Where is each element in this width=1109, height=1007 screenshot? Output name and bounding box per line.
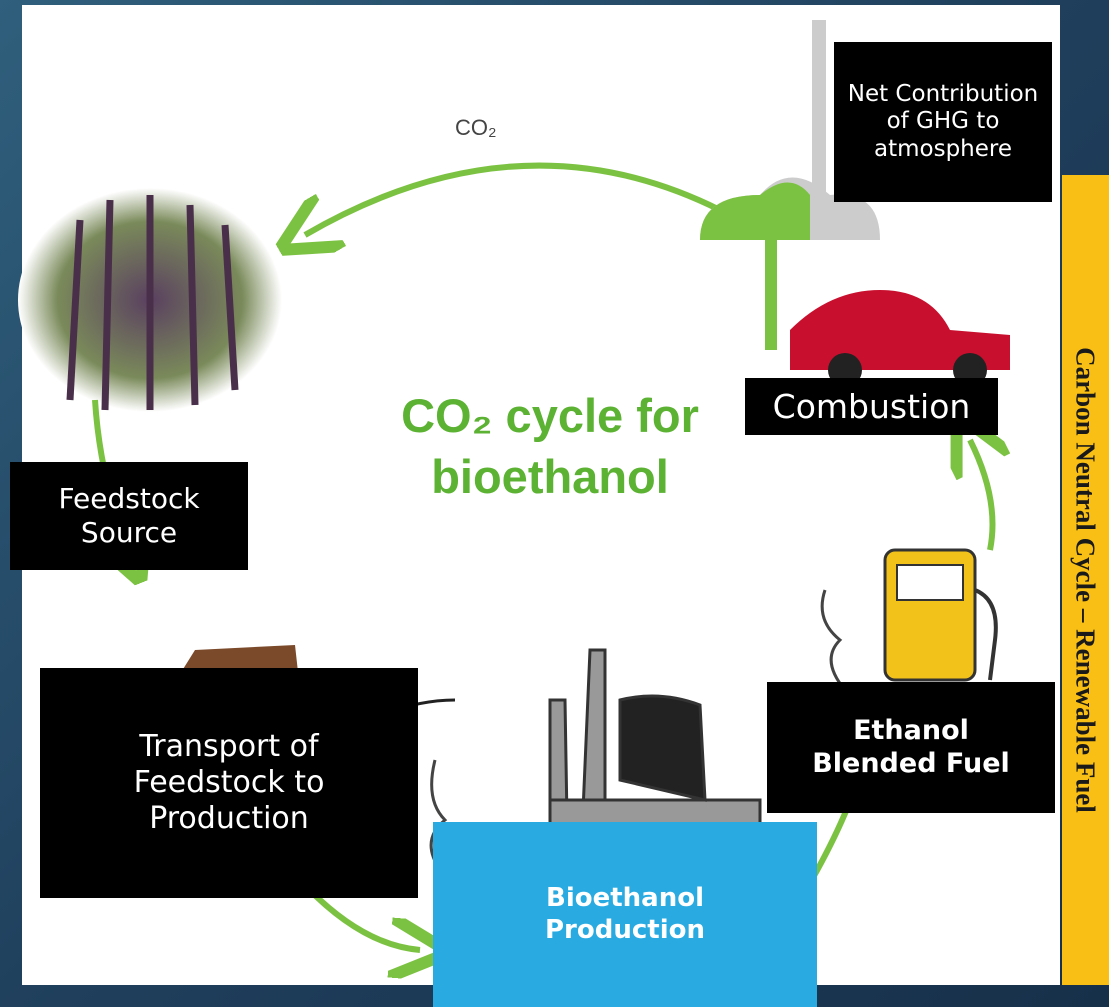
node-ghg: Net Contribution of GHG to atmosphere [834, 42, 1052, 202]
node-fuel: Ethanol Blended Fuel [767, 682, 1055, 813]
arrow-label: CO₂ [455, 115, 497, 141]
node-combustion: Combustion [745, 378, 998, 435]
side-title: Carbon Neutral Cycle – Renewable Fuel [1070, 347, 1101, 813]
diagram-title: CO₂ cycle for bioethanol [330, 385, 770, 507]
page: CO₂ CO₂ cycle for bioethanol Net Contrib… [0, 0, 1109, 1007]
node-production: Bioethanol Production [433, 822, 817, 1007]
node-transport: Transport of Feedstock to Production [40, 668, 418, 898]
node-feedstock: Feedstock Source [10, 462, 248, 570]
fuel-pump [885, 550, 996, 680]
